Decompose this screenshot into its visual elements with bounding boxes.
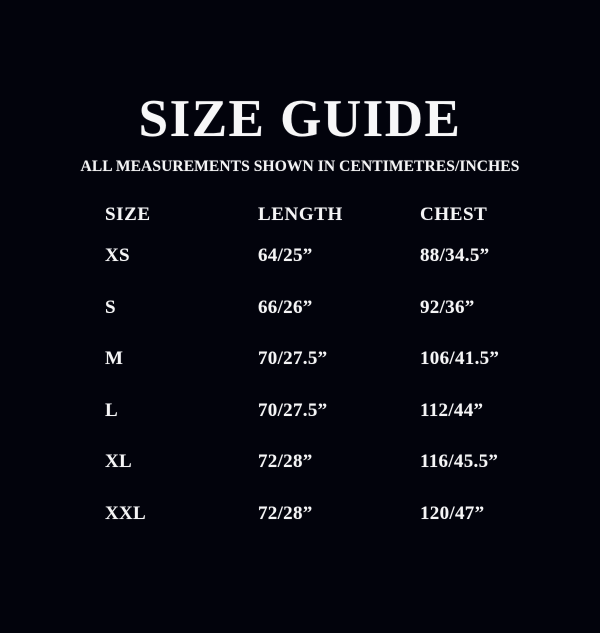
table-row: M 70/27.5” 106/41.5” [105,334,525,386]
cell-length: 64/25” [258,244,313,266]
cell-length: 70/27.5” [258,348,328,370]
cell-chest: 88/34.5” [420,244,490,266]
cell-chest: 120/47” [420,502,485,524]
table-header: SIZE LENGTH CHEST [105,200,525,229]
cell-length: 72/28” [258,502,313,524]
cell-length: 66/26” [258,296,313,318]
cell-chest: 92/36” [420,296,475,318]
table-row: XS 64/25” 88/34.5” [105,229,525,282]
column-header-chest: CHEST [420,203,488,225]
cell-length: 72/28” [258,451,313,473]
table-header-row: SIZE LENGTH CHEST [105,200,525,229]
cell-size: M [105,348,124,370]
cell-chest: 106/41.5” [420,348,500,370]
table-body: XS 64/25” 88/34.5” S 66/26” 92/36” M 70/… [105,229,525,540]
cell-chest: 112/44” [420,399,484,421]
table-row: XL 72/28” 116/45.5” [105,437,525,489]
page-title: SIZE GUIDE [138,90,462,148]
table-row: L 70/27.5” 112/44” [105,385,525,437]
cell-chest: 116/45.5” [420,451,499,473]
cell-size: XS [105,244,130,266]
table-row: XXL 72/28” 120/47” [105,488,525,540]
cell-size: XL [105,451,132,473]
table-row: S 66/26” 92/36” [105,282,525,334]
column-header-length: LENGTH [258,203,343,225]
measurement-units-note: ALL MEASUREMENTS SHOWN IN CENTIMETRES/IN… [80,158,520,176]
cell-size: L [105,399,118,421]
column-header-size: SIZE [105,203,151,225]
size-chart-table: SIZE LENGTH CHEST XS 64/25” 88/34.5” S 6… [105,200,525,540]
cell-size: XXL [105,502,147,524]
heading-block: SIZE GUIDE ALL MEASUREMENTS SHOWN IN CEN… [0,92,600,175]
cell-length: 70/27.5” [258,399,328,421]
cell-size: S [105,296,116,318]
